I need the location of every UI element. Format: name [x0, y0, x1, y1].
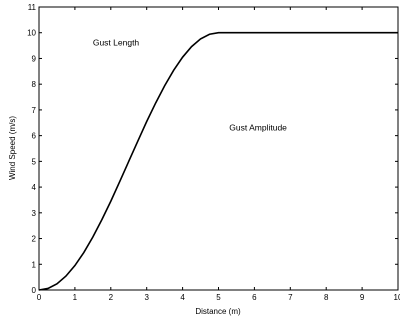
x-axis-label: Distance (m) [195, 307, 241, 316]
series-line [38, 31, 398, 291]
x-tick-label: 9 [360, 293, 365, 302]
y-tick-label: 1 [32, 260, 37, 269]
y-tick-label: 10 [27, 29, 36, 38]
annotation-label: Gust Amplitude [229, 122, 287, 132]
y-tick-label: 0 [32, 286, 37, 295]
y-tick-label: 3 [32, 209, 37, 218]
x-tick-label: 6 [252, 293, 257, 302]
y-tick-label: 11 [28, 3, 37, 12]
y-tick-label: 4 [32, 183, 37, 192]
annotations: Gust Length Gust Amplitude [93, 38, 287, 133]
plot-frame [38, 6, 399, 291]
tick-marks [38, 6, 399, 291]
y-tick-label: 9 [32, 54, 37, 63]
y-tick-label: 6 [32, 132, 37, 141]
y-tick-label: 2 [32, 235, 37, 244]
x-tick-label: 2 [109, 293, 114, 302]
x-tick-label: 1 [73, 293, 78, 302]
x-tick-label: 8 [324, 293, 329, 302]
y-tick-label: 7 [32, 106, 37, 115]
y-tick-label: 5 [32, 157, 37, 166]
x-tick-label: 0 [37, 293, 42, 302]
x-tick-label: 4 [180, 293, 185, 302]
y-tick-label: 8 [32, 80, 37, 89]
annotation-label: Gust Length [93, 38, 140, 48]
x-tick-label: 5 [216, 293, 221, 302]
x-tick-label: 7 [288, 293, 293, 302]
x-tick-label: 10 [394, 293, 400, 302]
y-axis-label: Wind Speed (m/s) [8, 116, 17, 180]
tick-labels: 0 1 2 3 4 5 6 7 8 9 10 0 1 2 3 4 5 6 7 8 9 10 11 [27, 3, 400, 302]
x-tick-label: 3 [144, 293, 149, 302]
